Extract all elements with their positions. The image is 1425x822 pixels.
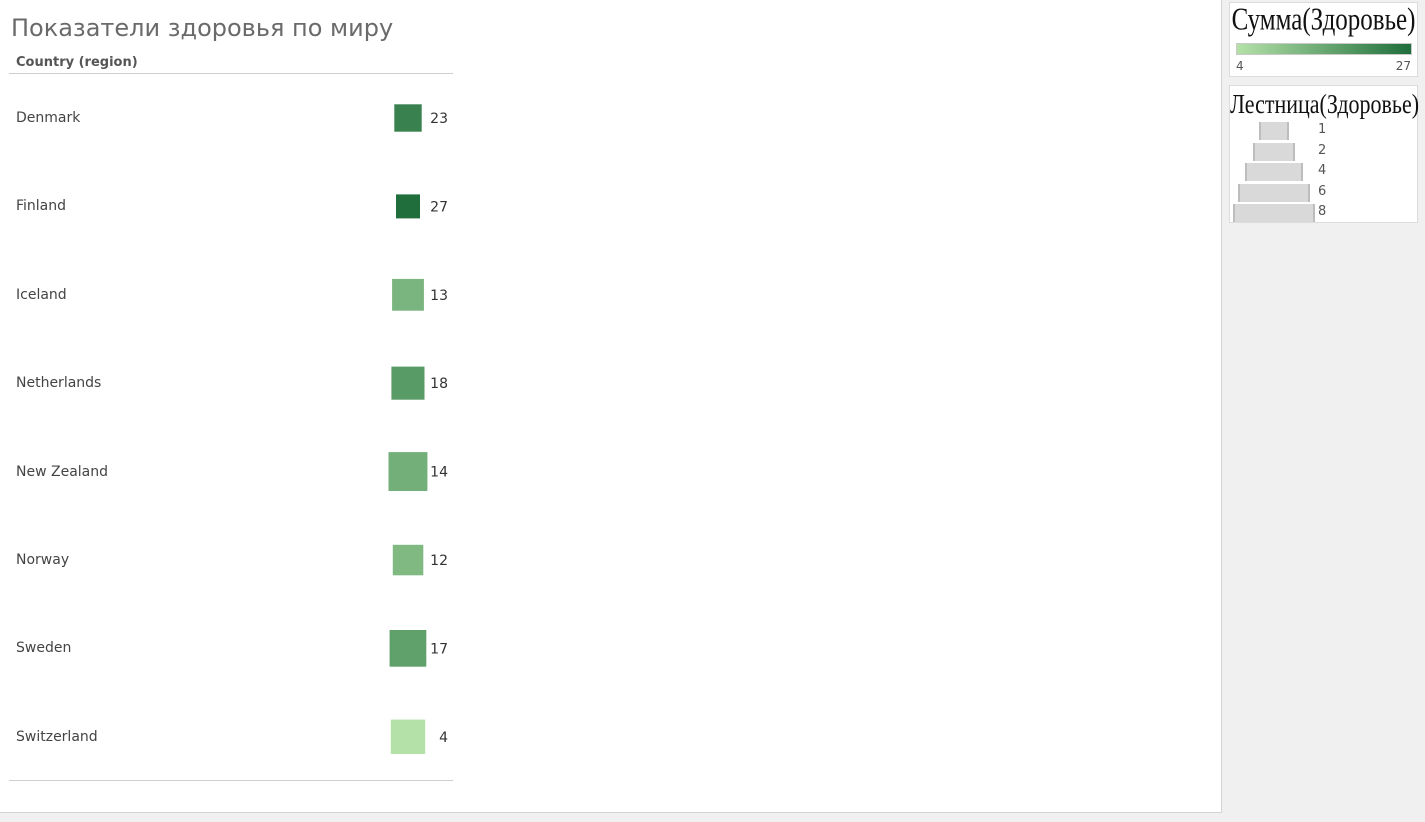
value-label: 4 bbox=[439, 730, 448, 746]
value-label: 27 bbox=[430, 199, 448, 215]
color-gradient-bar bbox=[1236, 43, 1412, 55]
size-swatch bbox=[1253, 143, 1295, 161]
row-labels: Denmark Finland Iceland Netherlands New … bbox=[0, 0, 300, 813]
size-legend[interactable]: Лестница(Здоровье) 1 2 4 6 8 bbox=[1229, 85, 1420, 223]
row-label-iceland[interactable]: Iceland bbox=[16, 286, 67, 303]
size-legend-label: 1 bbox=[1318, 122, 1327, 137]
square-mark-sweden[interactable] bbox=[389, 630, 427, 667]
square-mark-new-zealand[interactable] bbox=[388, 452, 428, 491]
square-chart: 23 27 13 18 14 12 17 4 bbox=[388, 104, 448, 754]
square-mark-iceland[interactable] bbox=[392, 278, 424, 311]
row-label-new-zealand[interactable]: New Zealand bbox=[16, 463, 108, 480]
size-legend-title: Лестница(Здоровье) bbox=[1230, 88, 1420, 120]
square-mark-norway[interactable] bbox=[392, 544, 424, 576]
row-label-netherlands[interactable]: Netherlands bbox=[16, 375, 102, 392]
size-legend-item: 2 bbox=[1230, 141, 1417, 161]
footer-divider bbox=[9, 780, 453, 781]
color-legend-title: Сумма(Здоровье) bbox=[1231, 3, 1416, 37]
size-swatch bbox=[1259, 122, 1289, 140]
square-mark-netherlands[interactable] bbox=[391, 366, 425, 400]
row-label-finland[interactable]: Finland bbox=[16, 198, 67, 215]
color-legend-min: 4 bbox=[1236, 59, 1244, 73]
size-legend-item: 4 bbox=[1230, 161, 1417, 181]
row-label-sweden[interactable]: Sweden bbox=[16, 640, 72, 657]
size-swatch bbox=[1233, 204, 1315, 222]
square-mark-finland[interactable] bbox=[396, 194, 420, 219]
value-label: 14 bbox=[430, 465, 448, 481]
chart-title: Показатели здоровья по миру bbox=[11, 14, 394, 42]
size-legend-item: 6 bbox=[1230, 182, 1417, 202]
value-label: 17 bbox=[430, 641, 448, 657]
row-label-switzerland[interactable]: Switzerland bbox=[16, 728, 98, 745]
column-header[interactable]: Country (region) bbox=[16, 55, 138, 70]
value-label: 12 bbox=[430, 553, 448, 569]
dashboard-panel: Показатели здоровья по миру Country (reg… bbox=[0, 0, 1222, 813]
size-legend-item: 8 bbox=[1230, 202, 1417, 222]
color-legend[interactable]: Сумма(Здоровье) 4 27 bbox=[1229, 2, 1418, 77]
size-legend-label: 8 bbox=[1318, 204, 1327, 219]
header-divider bbox=[9, 73, 453, 74]
value-label: 18 bbox=[430, 376, 448, 392]
value-label: 13 bbox=[430, 288, 448, 304]
size-swatch bbox=[1245, 163, 1303, 181]
row-label-denmark[interactable]: Denmark bbox=[16, 110, 81, 126]
color-legend-max: 27 bbox=[1395, 59, 1411, 73]
square-mark-switzerland[interactable] bbox=[390, 719, 426, 754]
square-mark-denmark[interactable] bbox=[394, 104, 422, 132]
size-swatch bbox=[1238, 184, 1310, 202]
size-legend-label: 6 bbox=[1318, 184, 1327, 199]
size-legend-label: 4 bbox=[1318, 163, 1327, 178]
size-legend-item: 1 bbox=[1230, 120, 1417, 140]
value-label: 23 bbox=[430, 111, 448, 127]
row-label-norway[interactable]: Norway bbox=[16, 552, 70, 568]
size-legend-label: 2 bbox=[1318, 143, 1327, 158]
